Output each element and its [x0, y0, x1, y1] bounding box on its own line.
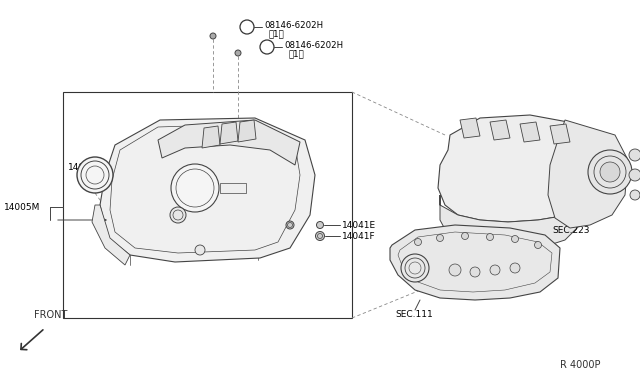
- Text: SEC.223: SEC.223: [552, 226, 589, 235]
- Text: NISSAN: NISSAN: [86, 173, 104, 177]
- Circle shape: [317, 221, 323, 228]
- Text: （1）: （1）: [289, 49, 305, 58]
- Circle shape: [436, 234, 444, 241]
- Circle shape: [210, 33, 216, 39]
- Circle shape: [195, 245, 205, 255]
- Circle shape: [588, 150, 632, 194]
- Text: 08146-6202H: 08146-6202H: [284, 41, 343, 50]
- Text: R 4000P: R 4000P: [560, 360, 600, 370]
- Circle shape: [77, 157, 113, 193]
- Text: 14005M: 14005M: [4, 202, 40, 212]
- Polygon shape: [220, 122, 238, 144]
- Polygon shape: [158, 120, 300, 165]
- Text: B: B: [264, 42, 269, 51]
- Text: 14041F: 14041F: [342, 232, 376, 241]
- Circle shape: [630, 190, 640, 200]
- Circle shape: [415, 238, 422, 246]
- Text: FRONT: FRONT: [34, 310, 67, 320]
- Polygon shape: [460, 118, 480, 138]
- Bar: [220, 183, 246, 193]
- Text: 14041P: 14041P: [68, 163, 102, 172]
- Polygon shape: [202, 126, 220, 148]
- Circle shape: [511, 235, 518, 243]
- Polygon shape: [520, 122, 540, 142]
- Polygon shape: [548, 120, 628, 228]
- Circle shape: [316, 231, 324, 241]
- Polygon shape: [100, 118, 315, 262]
- Polygon shape: [92, 205, 130, 265]
- Circle shape: [600, 162, 620, 182]
- Circle shape: [510, 263, 520, 273]
- Polygon shape: [438, 115, 618, 222]
- Circle shape: [240, 20, 254, 34]
- Polygon shape: [238, 120, 256, 142]
- Circle shape: [170, 207, 186, 223]
- Circle shape: [629, 169, 640, 181]
- Text: 14041E: 14041E: [342, 221, 376, 230]
- Circle shape: [449, 264, 461, 276]
- Text: VQ3.5: VQ3.5: [223, 186, 243, 190]
- Text: （1）: （1）: [269, 29, 285, 38]
- Circle shape: [461, 232, 468, 240]
- Text: B: B: [244, 22, 250, 32]
- Circle shape: [470, 267, 480, 277]
- Bar: [63, 92, 352, 318]
- Text: NISSAN: NISSAN: [184, 186, 205, 190]
- Circle shape: [486, 234, 493, 241]
- Circle shape: [534, 241, 541, 248]
- Circle shape: [401, 254, 429, 282]
- Text: SEC.111: SEC.111: [395, 310, 433, 319]
- Text: 08146-6202H: 08146-6202H: [264, 21, 323, 30]
- Polygon shape: [390, 225, 560, 300]
- Circle shape: [286, 221, 294, 229]
- Polygon shape: [440, 195, 580, 252]
- Polygon shape: [550, 124, 570, 144]
- Circle shape: [235, 50, 241, 56]
- Circle shape: [629, 149, 640, 161]
- Circle shape: [490, 265, 500, 275]
- Polygon shape: [490, 120, 510, 140]
- Circle shape: [260, 40, 274, 54]
- Circle shape: [171, 164, 219, 212]
